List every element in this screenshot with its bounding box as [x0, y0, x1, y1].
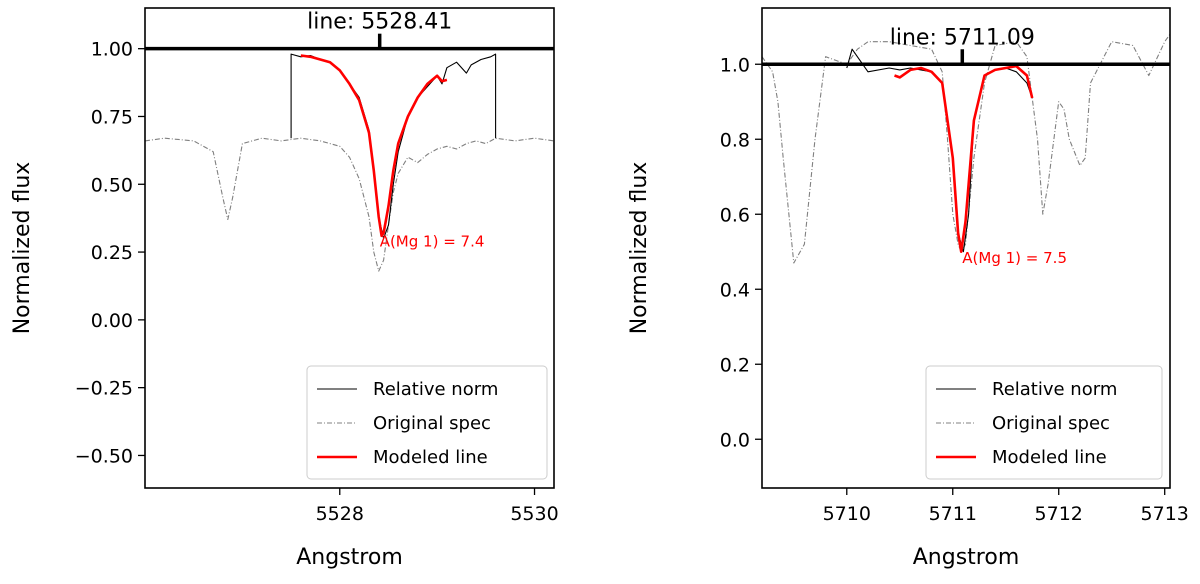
series-group	[145, 53, 554, 272]
y-tick-label: −0.25	[75, 378, 133, 400]
legend-entry: Modeled line	[992, 447, 1107, 468]
y-tick-label: −0.50	[75, 445, 133, 467]
chart-panel-1: line: 5528.41 A(Mg 1) = 7.4 −0.50 −0.25 0.00…	[10, 7, 559, 570]
series-group	[762, 33, 1170, 264]
y-tick-label: 0.8	[720, 129, 750, 151]
legend-entry: Original spec	[373, 413, 491, 434]
y-tick-label: 0.6	[720, 204, 750, 226]
x-tick-label: 5528	[316, 503, 364, 525]
plot-frame	[144, 7, 555, 489]
series-relative-norm	[290, 53, 497, 240]
y-tick-label: 0.25	[91, 242, 133, 264]
x-tick-label: 5711	[929, 503, 977, 525]
line-title: line: 5528.41	[307, 10, 452, 35]
legend-box	[925, 365, 1163, 480]
chart-panel-2: line: 5711.09 A(Mg 1) = 7.5 0.0 0.2 0.4 0.6 0.…	[627, 7, 1189, 570]
y-tick-label: 0.00	[91, 310, 133, 332]
y-tick-label: 0.50	[91, 174, 133, 196]
y-axis-label: Normalized flux	[627, 162, 652, 335]
y-axis-label: Normalized flux	[10, 162, 35, 335]
series-original-spec	[762, 33, 1170, 264]
series-modeled-line	[894, 64, 1034, 253]
abundance-annotation: A(Mg 1) = 7.4	[380, 233, 485, 251]
y-tick-label: 0.4	[720, 279, 750, 301]
legend-entry: Relative norm	[373, 379, 498, 400]
series-modeled-line	[300, 54, 448, 238]
y-tick-label: 1.0	[720, 54, 750, 76]
x-tick-label: 5710	[823, 503, 871, 525]
line-title: line: 5711.09	[890, 25, 1035, 50]
legend-box	[306, 365, 548, 480]
y-tick-label: 0.75	[91, 106, 133, 128]
legend-entry: Relative norm	[992, 379, 1117, 400]
legend: Relative norm Original spec Modeled line	[925, 365, 1163, 480]
y-tick-label: 0.0	[720, 429, 750, 451]
y-tick-label: 0.2	[720, 354, 750, 376]
legend-entry: Modeled line	[373, 447, 488, 468]
y-tick-label: 1.00	[91, 39, 133, 61]
x-axis-label: Angstrom	[296, 545, 403, 570]
legend: Relative norm Original spec Modeled line	[306, 365, 548, 480]
x-tick-label: 5712	[1035, 503, 1083, 525]
abundance-annotation: A(Mg 1) = 7.5	[962, 249, 1067, 267]
x-tick-label: 5713	[1141, 503, 1189, 525]
plot-frame	[761, 7, 1171, 489]
x-axis-label: Angstrom	[913, 545, 1020, 570]
series-original-spec	[145, 137, 554, 272]
x-tick-label: 5530	[510, 503, 558, 525]
legend-entry: Original spec	[992, 413, 1110, 434]
